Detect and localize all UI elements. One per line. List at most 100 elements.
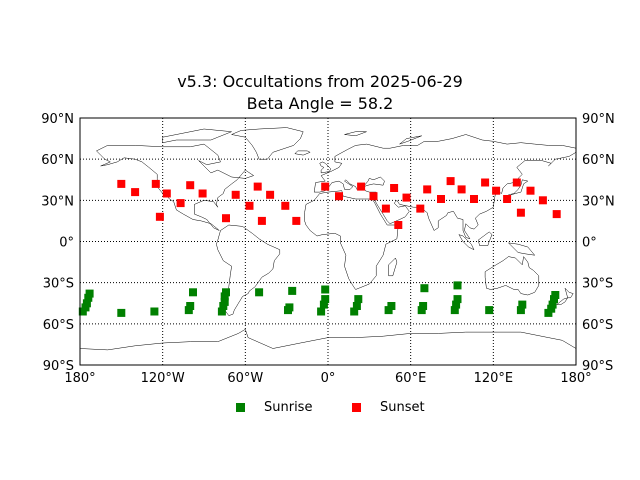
sunrise-marker — [452, 300, 461, 309]
x-tick-label: 120°E — [474, 371, 514, 386]
sunrise-marker — [550, 295, 558, 304]
y-tick-label-left: 90°S — [43, 359, 74, 374]
sunrise-marker — [544, 308, 553, 317]
legend-label-sunset: Sunset — [380, 400, 425, 415]
sunrise-marker — [288, 286, 297, 295]
sunset-marker — [390, 184, 399, 192]
x-tick-label: 180° — [64, 371, 95, 386]
sunrise-marker — [417, 306, 426, 315]
sunrise-marker — [321, 295, 330, 304]
coastline-segment — [216, 224, 281, 316]
sunrise-marker — [220, 297, 229, 306]
coastline-segment — [399, 135, 422, 145]
sunrise-marker — [354, 295, 363, 304]
x-tick-label: 120°W — [141, 371, 185, 386]
sunrise-marker — [317, 307, 326, 316]
sunrise-marker — [453, 281, 462, 290]
y-tick-label-left: 60°S — [43, 318, 74, 333]
legend: Sunrise Sunset — [0, 400, 640, 418]
legend-label-sunrise: Sunrise — [264, 400, 313, 415]
sunset-marker — [292, 216, 301, 225]
coastline-segment — [162, 128, 232, 143]
sunset-marker — [245, 201, 254, 210]
sunrise-marker — [284, 306, 292, 315]
coastline-segment — [388, 257, 398, 277]
sunrise-marker — [419, 302, 428, 310]
sunset-marker — [253, 182, 262, 191]
sunset-marker — [492, 186, 501, 195]
y-tick-label-left: 0° — [59, 236, 74, 251]
sunrise-marker — [485, 306, 494, 315]
coastline-segment — [477, 231, 493, 246]
markers-layer — [78, 177, 561, 317]
sunset-marker — [470, 195, 478, 203]
sunset-marker — [257, 216, 266, 225]
sunset-marker — [416, 204, 425, 213]
chart-title: v5.3: Occultations from 2025-06-29 — [177, 72, 463, 91]
sunrise-marker — [547, 304, 556, 313]
sunrise-marker — [516, 306, 525, 315]
sunset-marker — [369, 192, 378, 201]
sunset-marker — [526, 186, 535, 195]
sunset-marker — [321, 182, 330, 191]
sunrise-marker — [85, 289, 94, 298]
sunrise-marker — [81, 303, 90, 312]
sunset-marker — [503, 195, 512, 203]
sunset-marker — [446, 177, 455, 186]
sunset-marker — [281, 201, 290, 210]
sunrise-marker — [420, 284, 429, 293]
sunrise-marker — [150, 307, 159, 316]
x-tick-label: 60°E — [395, 371, 426, 386]
x-tick-label: 180° — [560, 371, 591, 386]
y-tick-label-left: 30°S — [43, 277, 74, 292]
legend-swatch-sunset — [352, 403, 361, 412]
sunrise-marker — [78, 307, 87, 316]
coastline-map — [79, 127, 577, 351]
coastline-segment — [556, 297, 568, 305]
sunrise-marker — [321, 285, 330, 294]
sunset-marker — [481, 178, 490, 187]
coastline-segment — [344, 131, 367, 137]
sunset-marker — [437, 195, 445, 203]
sunrise-marker — [82, 299, 91, 308]
sunset-marker — [457, 185, 466, 194]
y-tick-label-left: 30°N — [41, 194, 74, 209]
sunrise-marker — [384, 306, 393, 315]
sunset-marker — [381, 204, 390, 213]
sunrise-marker — [84, 293, 93, 302]
coastline-segment — [564, 288, 574, 299]
sunrise-marker — [255, 288, 264, 297]
sunrise-marker — [186, 302, 195, 310]
sunset-marker — [516, 208, 525, 217]
legend-item-sunrise: Sunrise — [236, 400, 312, 415]
coastline-segment — [231, 127, 304, 160]
y-tick-label-right: 60°N — [582, 153, 615, 168]
sunset-marker — [402, 193, 411, 202]
chart-subtitle: Beta Angle = 58.2 — [246, 94, 394, 113]
sunset-marker — [176, 199, 185, 208]
sunrise-marker — [184, 306, 193, 315]
sunset-marker — [155, 212, 164, 221]
sunset-marker — [131, 188, 140, 197]
y-tick-label-right: 30°N — [582, 194, 615, 209]
coastline-segment — [294, 150, 311, 156]
sunrise-marker — [217, 307, 226, 316]
sunrise-marker — [220, 292, 229, 301]
y-tick-label-left: 90°N — [41, 112, 74, 127]
sunset-marker — [266, 190, 275, 199]
sunrise-marker — [350, 307, 359, 316]
sunset-marker — [151, 179, 160, 188]
legend-item-sunset: Sunset — [352, 400, 425, 415]
sunrise-marker — [387, 302, 396, 310]
sunrise-marker — [453, 295, 462, 304]
sunrise-marker — [222, 288, 230, 297]
tick-labels: 90°S 90°S 60°S 60°S 30°S 30°S 0° 0° 30°N 30°N 60°N… — [41, 112, 615, 386]
sunrise-marker — [189, 288, 197, 297]
coastline-segment — [484, 256, 540, 296]
sunrise-marker — [219, 302, 228, 310]
sunset-marker — [198, 189, 207, 198]
y-tick-label-right: 90°S — [582, 359, 613, 374]
y-tick-label-left: 60°N — [41, 153, 74, 168]
coastline-segment — [79, 329, 577, 351]
